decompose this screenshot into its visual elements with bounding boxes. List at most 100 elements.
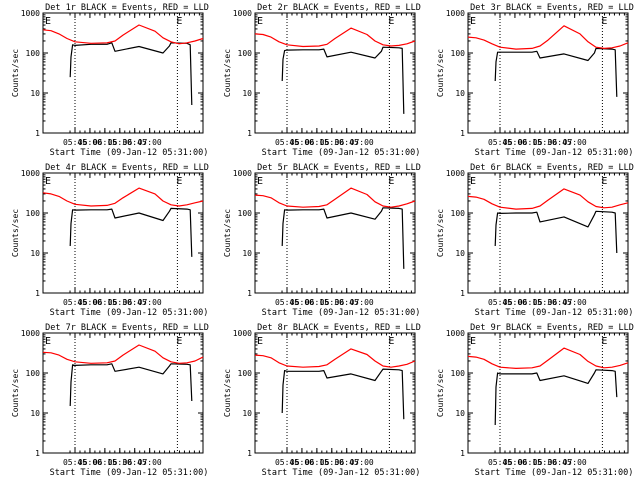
x-tick-label: 05:45 bbox=[488, 138, 512, 147]
event-marker-label: E bbox=[388, 336, 394, 347]
events-series-line bbox=[494, 369, 618, 426]
y-axis-title: Counts/sec bbox=[223, 369, 232, 417]
lld-series-line bbox=[254, 348, 416, 368]
event-marker-label: E bbox=[601, 336, 607, 347]
detector-panel-5: Det 5r BLACK = Events, RED = LLD 1 10 100 10… bbox=[223, 163, 421, 318]
x-tick-label: 06:30 bbox=[533, 138, 557, 147]
y-tick-label: 10 bbox=[30, 249, 40, 258]
detector-panel-4: Det 4r BLACK = Events, RED = LLD 1 10 100 10… bbox=[11, 163, 209, 318]
y-tick-label: 1 bbox=[460, 289, 465, 298]
detector-panel-2: Det 2r BLACK = Events, RED = LLD 1 10 100 10… bbox=[223, 3, 421, 158]
x-tick-label: 07:00 bbox=[563, 458, 587, 467]
panel-title: Det 2r BLACK = Events, RED = LLD bbox=[257, 3, 421, 13]
y-tick-label: 1000 bbox=[21, 9, 40, 18]
plot-frame bbox=[254, 172, 416, 294]
x-tick-label: 06:30 bbox=[320, 298, 344, 307]
y-tick-label: 1000 bbox=[233, 329, 252, 338]
plot-frame bbox=[42, 172, 204, 294]
x-tick-label: 06:00 bbox=[290, 298, 314, 307]
x-tick-label: 06:15 bbox=[93, 138, 117, 147]
x-tick-label: 06:45 bbox=[548, 138, 572, 147]
x-axis-title: Start Time (09-Jan-12 05:31:00) bbox=[50, 148, 209, 158]
y-tick-label: 1 bbox=[35, 289, 40, 298]
x-tick-label: 06:00 bbox=[290, 138, 314, 147]
x-tick-label: 07:00 bbox=[138, 458, 162, 467]
x-tick-label: 06:45 bbox=[335, 458, 359, 467]
plot-frame bbox=[254, 12, 416, 134]
event-marker-label: E bbox=[176, 176, 182, 187]
event-marker-label: E bbox=[601, 16, 607, 27]
y-tick-label: 10 bbox=[242, 89, 252, 98]
lld-series-line bbox=[254, 187, 416, 208]
x-axis-title: Start Time (09-Jan-12 05:31:00) bbox=[475, 468, 634, 478]
y-tick-label: 1000 bbox=[233, 9, 252, 18]
event-marker-label: E bbox=[176, 16, 182, 27]
x-axis-title: Start Time (09-Jan-12 05:31:00) bbox=[262, 308, 421, 318]
y-tick-label: 100 bbox=[238, 369, 253, 378]
y-tick-label: 1000 bbox=[446, 329, 465, 338]
event-marker-label: E bbox=[45, 176, 51, 187]
events-series-line bbox=[69, 207, 193, 257]
x-tick-label: 06:30 bbox=[108, 458, 132, 467]
x-tick-label: 06:45 bbox=[123, 298, 147, 307]
events-series-line bbox=[281, 46, 405, 114]
x-axis-title: Start Time (09-Jan-12 05:31:00) bbox=[475, 308, 634, 318]
panel-title: Det 7r BLACK = Events, RED = LLD bbox=[45, 323, 209, 333]
x-tick-label: 07:00 bbox=[138, 298, 162, 307]
panel-title: Det 3r BLACK = Events, RED = LLD bbox=[470, 3, 634, 13]
x-tick-label: 05:45 bbox=[63, 298, 87, 307]
plot-frame bbox=[467, 12, 629, 134]
y-tick-label: 1 bbox=[460, 449, 465, 458]
x-tick-label: 06:00 bbox=[503, 458, 527, 467]
x-axis-title: Start Time (09-Jan-12 05:31:00) bbox=[475, 148, 634, 158]
detector-panel-8: Det 8r BLACK = Events, RED = LLD 1 10 100 10… bbox=[223, 323, 421, 478]
events-series-line bbox=[281, 207, 405, 269]
x-tick-label: 06:45 bbox=[548, 458, 572, 467]
x-tick-label: 06:45 bbox=[335, 298, 359, 307]
x-tick-label: 07:00 bbox=[563, 298, 587, 307]
x-tick-label: 06:00 bbox=[78, 138, 102, 147]
x-tick-label: 06:15 bbox=[93, 298, 117, 307]
x-tick-label: 06:45 bbox=[123, 138, 147, 147]
x-tick-label: 06:15 bbox=[518, 138, 542, 147]
y-tick-label: 1000 bbox=[233, 169, 252, 178]
panel-title: Det 1r BLACK = Events, RED = LLD bbox=[45, 3, 209, 13]
events-series-line bbox=[69, 42, 193, 106]
event-marker-label: E bbox=[388, 16, 394, 27]
x-tick-label: 05:45 bbox=[63, 458, 87, 467]
plot-frame bbox=[42, 12, 204, 134]
x-axis-title: Start Time (09-Jan-12 05:31:00) bbox=[50, 308, 209, 318]
x-tick-label: 06:45 bbox=[123, 458, 147, 467]
x-tick-label: 07:00 bbox=[138, 138, 162, 147]
y-tick-label: 10 bbox=[242, 249, 252, 258]
y-tick-label: 100 bbox=[26, 209, 41, 218]
x-tick-label: 06:15 bbox=[305, 458, 329, 467]
detector-panel-9: Det 9r BLACK = Events, RED = LLD 1 10 100 10… bbox=[436, 323, 634, 478]
y-tick-label: 1 bbox=[460, 129, 465, 138]
lld-series-line bbox=[42, 344, 204, 364]
panel-title: Det 6r BLACK = Events, RED = LLD bbox=[470, 163, 634, 173]
y-tick-label: 10 bbox=[30, 409, 40, 418]
events-series-line bbox=[494, 47, 618, 97]
event-marker-label: E bbox=[470, 176, 476, 187]
x-tick-label: 06:30 bbox=[320, 458, 344, 467]
x-tick-label: 07:00 bbox=[563, 138, 587, 147]
plot-frame bbox=[42, 332, 204, 454]
y-tick-label: 100 bbox=[26, 49, 41, 58]
plot-frame bbox=[467, 332, 629, 454]
x-tick-label: 06:00 bbox=[290, 458, 314, 467]
y-tick-label: 1000 bbox=[21, 169, 40, 178]
event-marker-label: E bbox=[257, 176, 263, 187]
y-tick-label: 10 bbox=[455, 249, 465, 258]
y-axis-title: Counts/sec bbox=[11, 49, 20, 97]
x-tick-label: 06:15 bbox=[518, 458, 542, 467]
y-tick-label: 1 bbox=[35, 449, 40, 458]
x-tick-label: 05:45 bbox=[488, 298, 512, 307]
y-tick-label: 1000 bbox=[446, 169, 465, 178]
x-tick-label: 06:00 bbox=[78, 298, 102, 307]
event-marker-label: E bbox=[257, 16, 263, 27]
y-tick-label: 1000 bbox=[446, 9, 465, 18]
x-tick-label: 06:00 bbox=[78, 458, 102, 467]
events-series-line bbox=[494, 210, 618, 254]
lld-series-line bbox=[42, 24, 204, 45]
